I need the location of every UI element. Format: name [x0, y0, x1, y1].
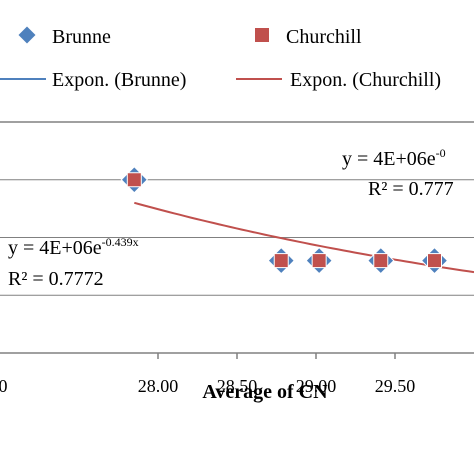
churchill-equation: y = 4E+06e-0 — [342, 146, 446, 170]
brunne-equation: y = 4E+06e-0.439x — [8, 235, 139, 259]
trendline-equation-brunne: y = 4E+06e-0.439x R² = 0.7772 — [8, 235, 139, 290]
brunne-equation-main: y = 4E+06e — [8, 237, 102, 259]
trendlines — [134, 201, 474, 274]
trendline-1 — [134, 201, 474, 274]
point-churchill — [273, 253, 289, 269]
point-churchill — [427, 253, 442, 269]
legend-brunne-marker — [18, 26, 36, 44]
legend-brunne-label: Brunne — [52, 26, 111, 48]
legend-churchill-label: Churchill — [286, 26, 362, 48]
legend-expon-churchill-label: Expon. (Churchill) — [290, 69, 441, 91]
plot-area: 28.00 28.50 29.00 29.50 0 — [0, 121, 474, 396]
brunne-equation-exponent: -0.439x — [102, 235, 139, 249]
trendline-equation-churchill: y = 4E+06e-0 R² = 0.777 — [342, 146, 454, 200]
x-tick-label: 28.50 — [217, 376, 258, 396]
churchill-r-squared: R² = 0.777 — [368, 178, 454, 200]
x-ticks: 28.00 28.50 29.00 29.50 — [138, 353, 416, 396]
churchill-equation-exponent: -0 — [436, 146, 446, 160]
point-churchill — [126, 172, 142, 188]
x-tick-label: 29.50 — [375, 376, 416, 396]
x-tick-label: 29.00 — [296, 376, 337, 396]
point-churchill — [373, 253, 389, 269]
legend-churchill-marker — [255, 28, 269, 42]
gridlines — [0, 179, 474, 296]
point-churchill — [311, 253, 327, 269]
legend: Brunne Churchill Expon. (Brunne) Expon. … — [0, 26, 441, 91]
churchill-equation-main: y = 4E+06e — [342, 148, 436, 170]
data-points — [120, 166, 449, 275]
x-tick-label-left-edge: 0 — [0, 376, 8, 396]
x-tick-label: 28.00 — [138, 376, 179, 396]
legend-expon-brunne-label: Expon. (Brunne) — [52, 69, 186, 91]
brunne-r-squared: R² = 0.7772 — [8, 268, 104, 290]
x-axis-title: Average of CN — [202, 381, 328, 403]
